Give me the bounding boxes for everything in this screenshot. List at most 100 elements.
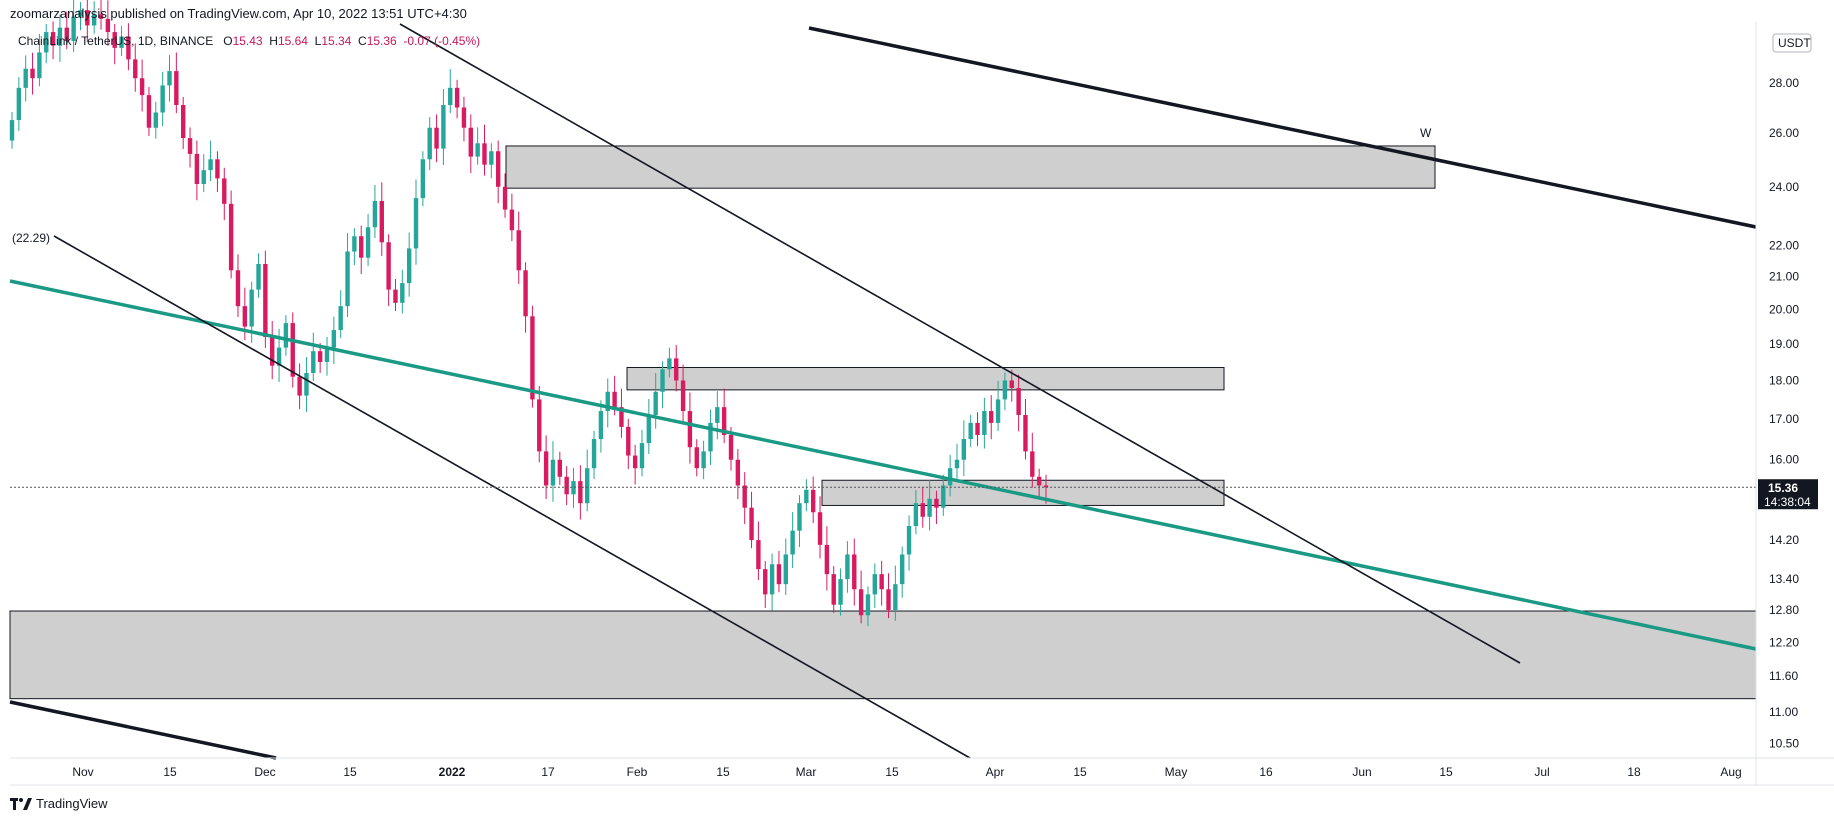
candle xyxy=(331,316,337,364)
candle xyxy=(989,395,994,440)
last-price-tag xyxy=(1758,479,1818,510)
candle xyxy=(167,55,172,102)
candle xyxy=(420,151,426,207)
candle-body xyxy=(763,569,768,595)
time-tick-label: Mar xyxy=(796,765,817,779)
candle xyxy=(605,378,610,428)
candle-body xyxy=(359,236,364,258)
candle-body xyxy=(646,414,652,444)
candle xyxy=(578,465,583,520)
tradingview-brand[interactable]: TradingView xyxy=(10,796,108,811)
candle xyxy=(585,449,590,512)
candle xyxy=(57,14,63,62)
candle-body xyxy=(913,503,919,527)
candle xyxy=(146,87,152,136)
time-tick-label: Aug xyxy=(1720,765,1741,779)
candle xyxy=(694,439,699,477)
candle-body xyxy=(1009,380,1014,388)
candle-body xyxy=(413,198,419,249)
time-tick-label: 17 xyxy=(541,765,555,779)
candle-body xyxy=(270,337,275,366)
candle xyxy=(872,563,878,608)
candle-body xyxy=(680,380,686,412)
candle-body xyxy=(598,411,604,440)
candle-body xyxy=(537,399,542,452)
price-axis[interactable]: 28.00 26.00 24.00 22.00 21.00 20.00 19.00 18.00… xyxy=(1755,22,1812,785)
candle-body xyxy=(1023,414,1028,452)
zone-upper xyxy=(505,145,1436,189)
time-tick-label: Apr xyxy=(986,765,1005,779)
candle-body xyxy=(461,107,467,128)
candle xyxy=(180,96,186,149)
candle xyxy=(201,154,206,193)
candle xyxy=(208,140,213,182)
candle xyxy=(660,361,665,409)
candle-body xyxy=(475,143,480,157)
candle-body xyxy=(995,399,1001,423)
candle xyxy=(297,363,302,410)
candle-body xyxy=(126,36,131,60)
candle-body xyxy=(50,32,56,46)
candle-body xyxy=(160,85,165,113)
candle xyxy=(482,124,487,176)
candle xyxy=(372,184,378,239)
candle xyxy=(776,550,782,593)
candle xyxy=(523,262,528,333)
candle-body xyxy=(571,481,576,495)
candle-body xyxy=(1043,485,1049,488)
candle xyxy=(174,52,179,114)
candle-body xyxy=(687,411,693,448)
candle-body xyxy=(208,159,213,171)
candle xyxy=(742,472,747,525)
price-tick-label: 19.00 xyxy=(1769,337,1799,351)
candle xyxy=(804,479,809,512)
candle-body xyxy=(927,498,932,517)
candle xyxy=(359,225,364,275)
candle-body xyxy=(804,489,809,504)
candle-body xyxy=(400,283,405,303)
candle xyxy=(228,190,234,279)
candle xyxy=(441,89,446,165)
candle-body xyxy=(146,95,152,128)
candle-body xyxy=(133,59,138,79)
time-tick-label: 15 xyxy=(1439,765,1453,779)
candle-body xyxy=(324,347,330,363)
candle-body xyxy=(482,143,487,165)
candle xyxy=(85,0,90,42)
candle-body xyxy=(530,316,535,400)
symbol-line: ChainLink / TetherUS, 1D, BINANCE xyxy=(18,34,214,48)
candle-body xyxy=(982,411,987,435)
candle-body xyxy=(98,14,104,19)
candle-body xyxy=(934,498,939,508)
candle xyxy=(256,253,261,298)
close-label: C xyxy=(358,34,367,48)
candle xyxy=(817,496,823,559)
candle-body xyxy=(838,579,843,605)
candle-body xyxy=(454,87,460,108)
candle xyxy=(571,467,576,508)
time-tick-label: 16 xyxy=(1259,765,1273,779)
candle xyxy=(338,290,343,339)
candle xyxy=(37,33,42,87)
candle xyxy=(865,586,871,627)
candle xyxy=(105,0,111,46)
candle xyxy=(509,193,515,242)
candle xyxy=(968,414,973,448)
time-tick-label: 18 xyxy=(1627,765,1641,779)
time-axis[interactable]: Nov 15 Dec 15 2022 17 Feb 15 Mar 15 Apr 15 May 16 Jun 1… xyxy=(10,757,1834,786)
candle xyxy=(187,127,193,168)
candle xyxy=(78,2,83,31)
time-tick-label: 15 xyxy=(885,765,899,779)
candle xyxy=(345,232,350,318)
candle-body xyxy=(886,589,891,610)
high-label: H xyxy=(269,34,278,48)
candle xyxy=(9,112,15,149)
price-tick-label: 17.00 xyxy=(1769,412,1799,426)
candle xyxy=(639,429,645,477)
candle-body xyxy=(64,27,69,42)
zone-middle xyxy=(626,366,1225,391)
candle xyxy=(708,409,713,465)
candle-body xyxy=(420,159,426,199)
